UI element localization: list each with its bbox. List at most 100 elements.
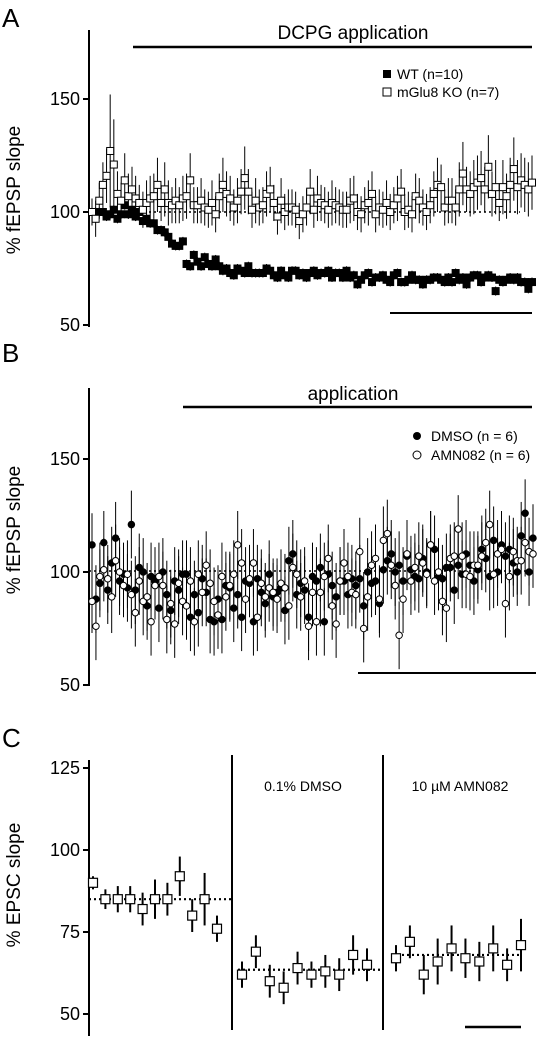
open-circle-marker — [375, 595, 384, 603]
filled-square-marker — [208, 262, 216, 271]
open-circle-marker — [92, 622, 100, 630]
open-square-marker — [502, 192, 511, 201]
filled-circle-marker — [88, 541, 96, 549]
open-square-marker — [408, 210, 416, 219]
open-circle-marker — [293, 570, 301, 579]
open-square-marker — [149, 192, 158, 201]
open-square-marker — [426, 201, 435, 210]
open-circle-marker — [450, 552, 458, 560]
open-circle-marker — [403, 550, 411, 558]
y-tick-label: 50 — [60, 315, 80, 335]
open-circle-marker — [269, 588, 277, 597]
panel-c-segment-label-amn082: 10 µM AMN082 — [412, 778, 509, 794]
legend-marker-dmso — [413, 432, 421, 440]
open-circle-marker — [308, 588, 317, 597]
open-square-marker — [95, 196, 104, 205]
open-square-marker — [509, 165, 518, 174]
open-square-marker — [455, 185, 464, 194]
open-circle-marker — [356, 547, 364, 556]
open-square-marker — [186, 176, 195, 185]
open-square-marker — [334, 969, 345, 980]
open-circle-marker — [226, 581, 234, 590]
y-tick-label: 50 — [60, 1004, 80, 1024]
open-square-marker — [102, 171, 111, 180]
open-circle-marker — [367, 561, 376, 569]
filled-square-marker — [448, 278, 456, 287]
open-circle-marker — [529, 550, 537, 558]
open-square-marker — [484, 162, 493, 171]
open-circle-marker — [304, 622, 313, 630]
open-square-marker — [215, 192, 224, 201]
open-circle-marker — [521, 538, 529, 547]
open-circle-marker — [489, 570, 498, 579]
open-circle-marker — [131, 608, 140, 617]
open-circle-marker — [497, 545, 506, 554]
open-square-marker — [135, 198, 144, 207]
open-circle-marker — [167, 599, 175, 608]
open-square-marker — [368, 189, 376, 198]
open-square-marker — [432, 956, 443, 967]
open-circle-marker — [123, 570, 132, 579]
open-circle-marker — [281, 584, 289, 592]
panel-a-legend: WT (n=10) mGlu8 KO (n=7) — [382, 66, 499, 100]
filled-square-marker — [386, 278, 395, 287]
open-square-marker — [197, 196, 206, 205]
filled-square-marker — [473, 271, 482, 280]
open-square-marker — [112, 894, 123, 905]
open-square-marker — [199, 894, 210, 905]
open-circle-marker — [249, 559, 258, 567]
open-square-marker — [502, 959, 513, 970]
open-square-marker — [404, 936, 415, 947]
open-square-marker — [382, 198, 391, 207]
open-circle-marker — [230, 570, 238, 579]
filled-square-marker — [520, 278, 529, 287]
open-circle-marker — [371, 554, 380, 563]
open-circle-marker — [517, 556, 525, 565]
filled-square-marker — [528, 278, 536, 287]
open-square-marker — [495, 198, 504, 207]
panel-b-y-ticks: 50 100 150 — [50, 449, 89, 695]
panel-label-c: C — [2, 723, 21, 753]
open-square-marker — [269, 198, 278, 207]
open-circle-marker — [143, 593, 151, 601]
y-tick-label: 100 — [50, 840, 80, 860]
filled-square-marker — [149, 219, 158, 228]
open-square-marker — [437, 183, 446, 192]
panel-b-y-axis-label: % fEPSP slope — [4, 466, 25, 595]
open-square-marker — [160, 185, 169, 194]
open-square-marker — [371, 210, 380, 219]
filled-square-marker — [491, 287, 500, 296]
filled-circle-marker — [501, 552, 510, 560]
open-square-marker — [440, 203, 449, 212]
open-square-marker — [348, 949, 359, 961]
open-circle-marker — [324, 554, 332, 563]
open-circle-marker — [237, 559, 246, 567]
open-square-marker — [113, 189, 122, 198]
open-circle-marker — [458, 552, 466, 560]
open-circle-marker — [363, 593, 372, 601]
open-square-marker — [515, 940, 527, 951]
filled-square-marker — [524, 284, 533, 293]
open-square-marker — [320, 966, 331, 977]
open-square-marker — [291, 205, 300, 214]
open-square-marker — [393, 194, 402, 203]
open-circle-marker — [320, 572, 329, 581]
open-square-marker — [187, 910, 198, 921]
open-square-marker — [117, 196, 126, 205]
panel-c-y-axis-label: % EPSC slope — [4, 823, 25, 948]
filled-circle-marker — [237, 613, 246, 621]
open-square-marker — [390, 953, 402, 964]
open-circle-marker — [107, 593, 116, 601]
open-circle-marker — [478, 552, 486, 560]
open-circle-marker — [509, 547, 518, 556]
filled-square-marker — [244, 262, 253, 271]
open-square-marker — [236, 969, 248, 980]
open-square-marker — [88, 208, 96, 216]
open-square-marker — [364, 198, 373, 207]
open-square-marker — [298, 210, 307, 219]
panel-b-data — [88, 479, 537, 670]
open-circle-marker — [127, 590, 136, 599]
filled-square-marker — [229, 271, 238, 280]
y-tick-label: 50 — [60, 675, 80, 695]
open-square-marker — [498, 183, 507, 192]
